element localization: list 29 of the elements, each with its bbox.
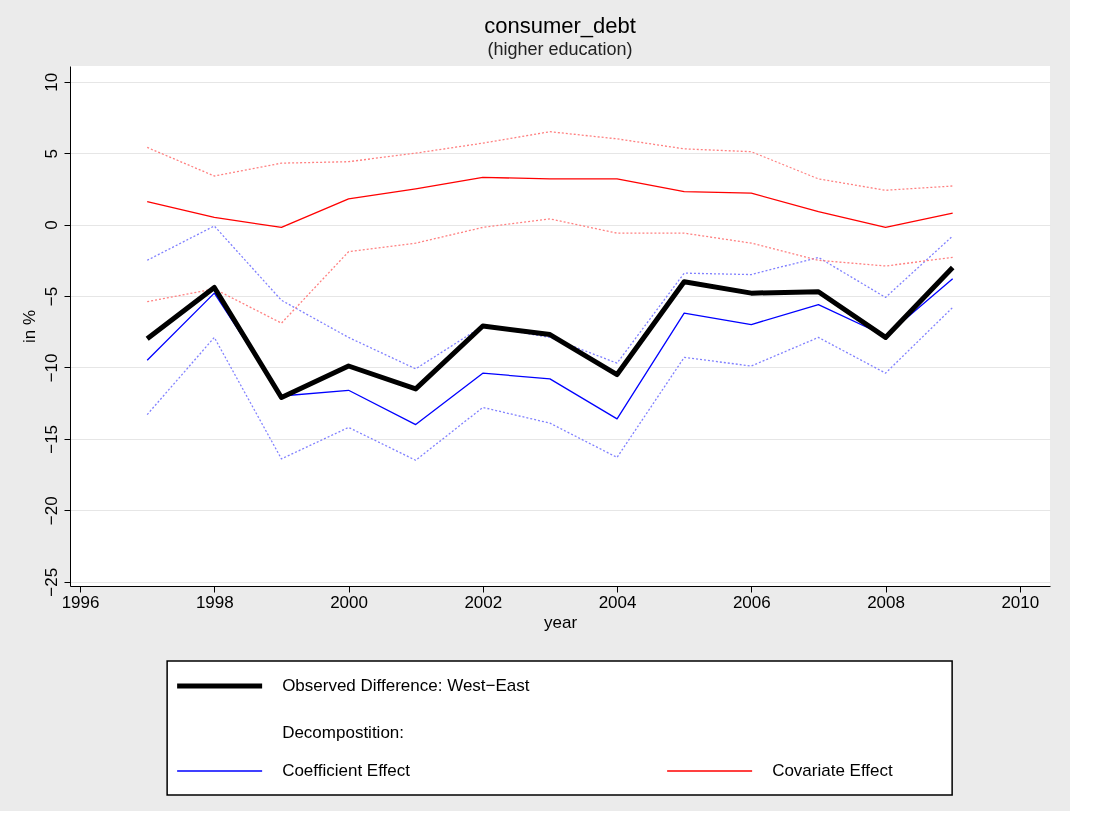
x-tick-label: 2008: [867, 592, 905, 612]
line-series: [146, 218, 954, 324]
line-series: [146, 306, 954, 461]
y-tick-label: −5: [41, 286, 61, 307]
x-tick-label: 1996: [61, 592, 100, 612]
line-series: [146, 176, 954, 229]
text: Decompostition:: [282, 723, 405, 742]
legend-label: Covariate Effect: [772, 761, 894, 780]
y-tick-label: −25: [41, 567, 61, 597]
line-series: [146, 225, 954, 370]
y-tick-label: −15: [41, 424, 61, 454]
x-tick-label: 2006: [732, 592, 771, 612]
y-tick-label: −10: [41, 353, 61, 383]
x-axis-title: year: [543, 612, 578, 632]
x-tick-label: 2004: [598, 592, 637, 612]
y-tick-label: 5: [41, 148, 61, 159]
y-tick-label: 10: [41, 72, 61, 92]
x-tick-label: 2000: [330, 592, 368, 612]
x-tick-label: 1998: [195, 592, 234, 612]
x-tick-label: 2002: [464, 592, 503, 612]
chart-title: consumer_debt: [484, 13, 636, 38]
y-axis-title: in %: [19, 309, 39, 344]
legend-label: Observed Difference: West−East: [282, 676, 530, 695]
chart-subtitle: (higher education): [487, 39, 633, 59]
x-tick-label: 2010: [1001, 592, 1040, 612]
line-series: [146, 131, 954, 191]
legend-label: Coefficient Effect: [282, 761, 411, 780]
y-tick-label: 0: [41, 220, 61, 230]
y-tick-label: −20: [41, 496, 61, 526]
